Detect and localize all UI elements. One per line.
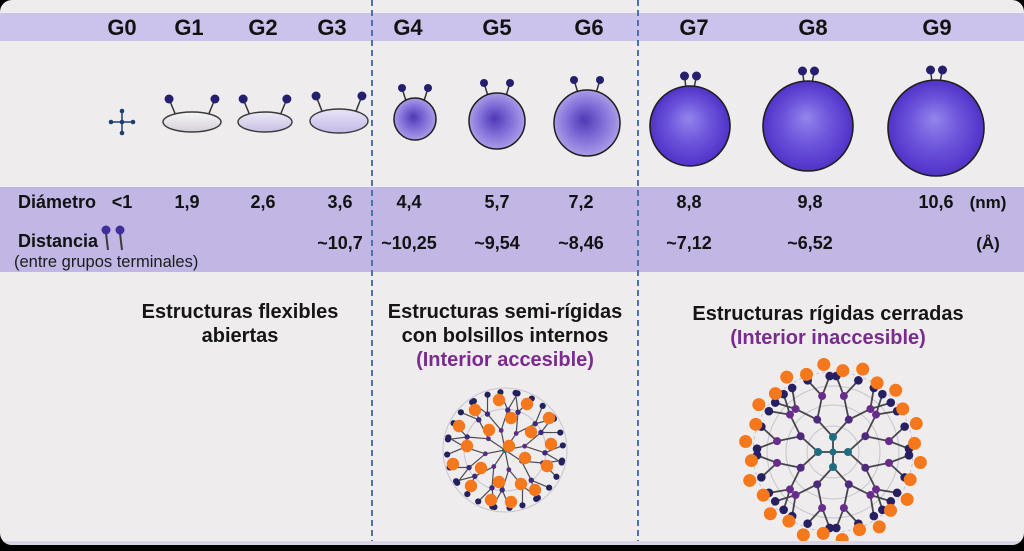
distance-value-G7: ~7,12 <box>666 233 712 253</box>
dendrimer-figure-G9 <box>887 65 985 177</box>
distance-value-G3: ~10,7 <box>317 233 363 253</box>
generation-label-G4: G4 <box>393 15 423 40</box>
diameter-value-G3: 3,6 <box>327 192 353 212</box>
measurements-band <box>0 187 1024 272</box>
section-subtitle: (Interior inaccesible) <box>730 327 926 349</box>
terminal-groups-icon <box>101 225 125 251</box>
dendrimer-figure-G6 <box>553 76 621 157</box>
diameter-value-G9: 10,6 <box>918 192 954 212</box>
section-rigid: Estructuras rígidas cerradas (Interior in… <box>692 302 963 350</box>
diameter-value-G6: 7,2 <box>568 192 594 212</box>
distance-row-sublabel: (entre grupos terminales) <box>14 253 199 271</box>
distance-value-G5: ~9,54 <box>474 233 520 253</box>
dendrimer-figure-G4 <box>393 84 437 141</box>
distance-value-G6: ~8,46 <box>558 233 604 253</box>
generation-label-G3: G3 <box>317 15 347 40</box>
section-title-line: Estructuras semi-rígidas <box>387 301 623 323</box>
diameter-value-G7: 8,8 <box>676 192 702 212</box>
dendrimer-figure-G3 <box>309 91 369 134</box>
dendrimer-figure-G1 <box>162 94 222 133</box>
section-flexible: Estructuras flexibles abiertas <box>142 300 339 348</box>
diameter-value-G0: <1 <box>111 192 133 212</box>
generation-label-G8: G8 <box>798 15 828 40</box>
section-title-line: Estructuras flexibles <box>141 301 339 323</box>
diameter-value-G8: 9,8 <box>797 192 823 212</box>
bottom-accent-strip <box>0 541 1024 545</box>
generation-label-G2: G2 <box>248 15 278 40</box>
dendrimer-figure-G2 <box>237 94 293 133</box>
diameter-row-label: Diámetro <box>18 192 97 212</box>
generation-label-G5: G5 <box>482 15 512 40</box>
section-title-line: abiertas <box>201 325 279 347</box>
section-semirigid: Estructuras semi-rígidas con bolsillos in… <box>388 300 623 372</box>
dendrimer-figure-G0 <box>108 108 136 136</box>
section-subtitle: (Interior accesible) <box>416 349 594 371</box>
diameter-value-G1: 1,9 <box>174 192 200 212</box>
diameter-value-G2: 2,6 <box>250 192 276 212</box>
dendrimer-figure-G7 <box>649 71 731 167</box>
network-semirigid <box>442 387 568 513</box>
distance-value-G4: ~10,25 <box>381 233 437 253</box>
section-title-line: con bolsillos internos <box>401 325 609 347</box>
distance-unit-label: (Å) <box>976 234 1000 253</box>
diameter-value-G4: 4,4 <box>396 192 422 212</box>
generation-label-G1: G1 <box>174 15 204 40</box>
generation-label-G0: G0 <box>107 15 137 40</box>
distance-value-G8: ~6,52 <box>787 233 833 253</box>
distance-row-label: Distancia <box>18 231 99 251</box>
generation-header-band <box>0 13 1024 41</box>
dendrimer-figure-G8 <box>762 66 854 172</box>
section-title-line: Estructuras rígidas cerradas <box>692 303 964 325</box>
network-rigid <box>739 357 927 545</box>
dendrimer-figure-G5 <box>468 79 526 150</box>
generation-label-G7: G7 <box>679 15 709 40</box>
generation-label-G9: G9 <box>922 15 952 40</box>
generation-label-G6: G6 <box>574 15 604 40</box>
diameter-unit-label: (nm) <box>969 193 1007 212</box>
diameter-value-G5: 5,7 <box>484 192 510 212</box>
